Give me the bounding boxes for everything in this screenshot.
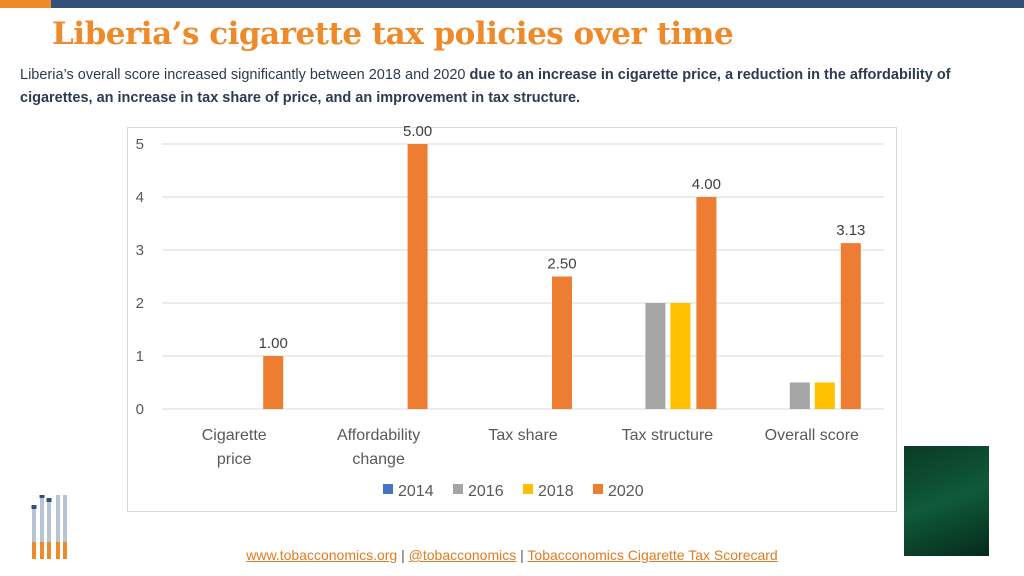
data-label: 2.50 xyxy=(547,256,576,273)
legend-swatch-2020 xyxy=(593,484,603,494)
bar-2020 xyxy=(263,356,284,409)
data-label: 3.13 xyxy=(836,222,865,239)
x-tick-label: Tax structure xyxy=(622,427,714,444)
chart-area xyxy=(127,127,897,512)
bar-2018 xyxy=(814,382,835,409)
tobacconomics-logo xyxy=(31,495,67,559)
bar-2016 xyxy=(645,303,666,409)
website-link[interactable]: www.tobacconomics.org xyxy=(246,547,398,563)
legend-label: 2014 xyxy=(398,483,434,500)
y-tick-label: 2 xyxy=(136,295,144,312)
twitter-link[interactable]: @tobacconomics xyxy=(408,547,517,563)
x-tick-label: Affordability xyxy=(337,427,420,444)
page-title: Liberia’s cigarette tax policies over ti… xyxy=(52,16,734,52)
legend-label: 2016 xyxy=(468,483,504,500)
bar-2020 xyxy=(696,197,717,409)
top-bar-accent xyxy=(0,0,51,8)
bar-2018 xyxy=(670,303,691,409)
subtitle: Liberia’s overall score increased signif… xyxy=(20,64,1010,110)
y-tick-label: 4 xyxy=(136,189,144,206)
legend-label: 2020 xyxy=(608,483,644,500)
x-tick-label: price xyxy=(217,451,252,468)
y-tick-label: 1 xyxy=(136,348,144,365)
x-tick-label: Tax share xyxy=(488,427,557,444)
legend-swatch-2014 xyxy=(383,484,393,494)
bar-2020 xyxy=(552,276,572,409)
bar-2020 xyxy=(407,144,428,409)
top-bar xyxy=(0,0,1024,8)
data-label: 4.00 xyxy=(692,176,721,193)
scorecard-cover-image xyxy=(904,446,989,556)
legend-swatch-2018 xyxy=(523,484,533,494)
subtitle-plain: Liberia’s overall score increased signif… xyxy=(20,67,470,83)
separator: | xyxy=(516,547,528,563)
legend-swatch-2016 xyxy=(453,484,463,494)
scorecard-link[interactable]: Tobacconomics Cigarette Tax Scorecard xyxy=(527,547,778,563)
y-tick-label: 3 xyxy=(136,242,144,259)
x-tick-label: change xyxy=(352,451,405,468)
legend-label: 2018 xyxy=(538,483,574,500)
y-tick-label: 5 xyxy=(136,136,144,153)
separator: | xyxy=(397,547,409,563)
footer: www.tobacconomics.org | @tobacconomics |… xyxy=(0,547,1024,563)
data-label: 1.00 xyxy=(259,335,288,352)
bar-2020 xyxy=(840,243,861,409)
bar-2016 xyxy=(789,382,810,409)
x-tick-label: Cigarette xyxy=(202,427,267,444)
data-label: 5.00 xyxy=(403,123,432,140)
subtitle-bold: due to an increase in cigarette price, a… xyxy=(20,67,951,106)
x-tick-label: Overall score xyxy=(765,427,859,444)
y-tick-label: 0 xyxy=(136,401,144,418)
